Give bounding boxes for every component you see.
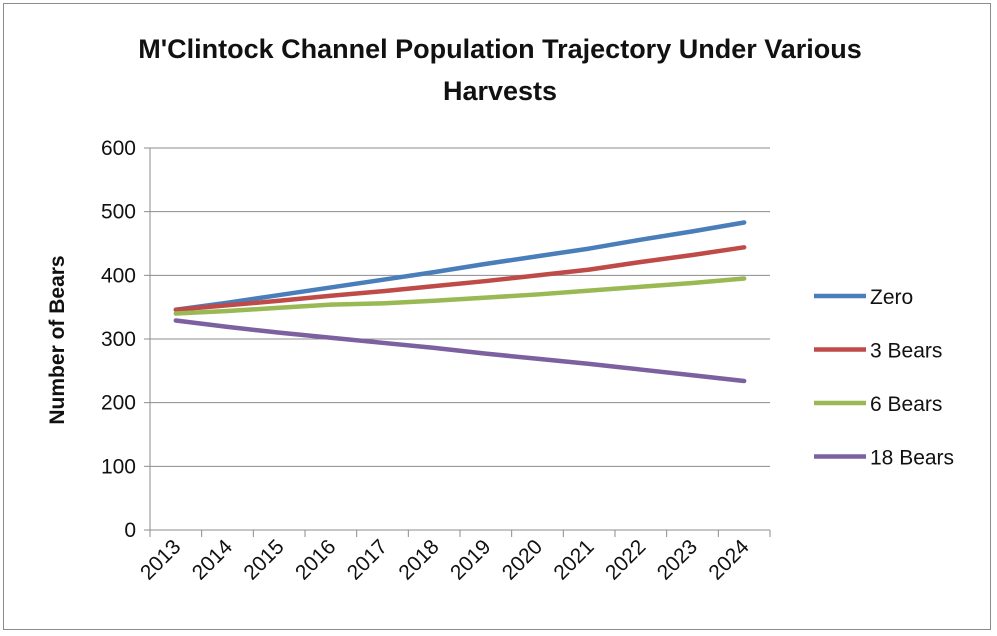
legend-label: Zero: [870, 286, 913, 309]
y-tick-label: 400: [101, 264, 136, 287]
y-tick-label: 600: [101, 137, 136, 160]
series-line-18-bears: [173, 318, 747, 384]
y-tick-label: 200: [101, 392, 136, 415]
x-tick-label: 2020: [498, 535, 547, 584]
x-tick-label: 2024: [704, 535, 754, 585]
y-tick-label: 300: [101, 328, 136, 351]
x-tick-label: 2014: [188, 535, 238, 585]
series-line-6-bears: [173, 276, 747, 316]
legend-label: 3 Bears: [870, 340, 942, 363]
series-line-3-bears: [173, 245, 747, 312]
x-tick-label: 2018: [394, 535, 443, 584]
series-lines: [173, 220, 747, 384]
x-tick-label: 2017: [343, 535, 392, 584]
y-tick-labels: 0 100 200 300 400 500 600: [101, 137, 136, 542]
y-tick-label: 100: [101, 455, 136, 478]
legend-label: 6 Bears: [870, 393, 942, 416]
x-tick-label: 2019: [446, 535, 495, 584]
y-axis-label: Number of Bears: [46, 255, 69, 424]
gridlines: [144, 147, 770, 531]
x-tick-labels: 2013 2014 2015 2016 2017 2018 2019 2020 2021 2022…: [136, 535, 754, 585]
y-tick-label: 0: [124, 519, 136, 542]
y-tick-label: 500: [101, 201, 136, 224]
axes: [149, 148, 771, 537]
x-tick-label: 2023: [653, 535, 702, 584]
chart-title-line-2: Harvests: [443, 76, 557, 106]
legend-label: 18 Bears: [870, 447, 954, 470]
x-tick-label: 2015: [239, 535, 288, 584]
x-tick-label: 2021: [549, 535, 598, 584]
chart-title-line-1: M'Clintock Channel Population Trajectory…: [138, 34, 862, 64]
legend: Zero 3 Bears 6 Bears 18 Bears: [814, 286, 954, 470]
x-tick-label: 2013: [136, 535, 185, 584]
x-tick-label: 2016: [291, 535, 340, 584]
x-tick-label: 2022: [601, 535, 650, 584]
series-line-zero: [173, 220, 747, 312]
chart-frame: [3, 3, 991, 630]
